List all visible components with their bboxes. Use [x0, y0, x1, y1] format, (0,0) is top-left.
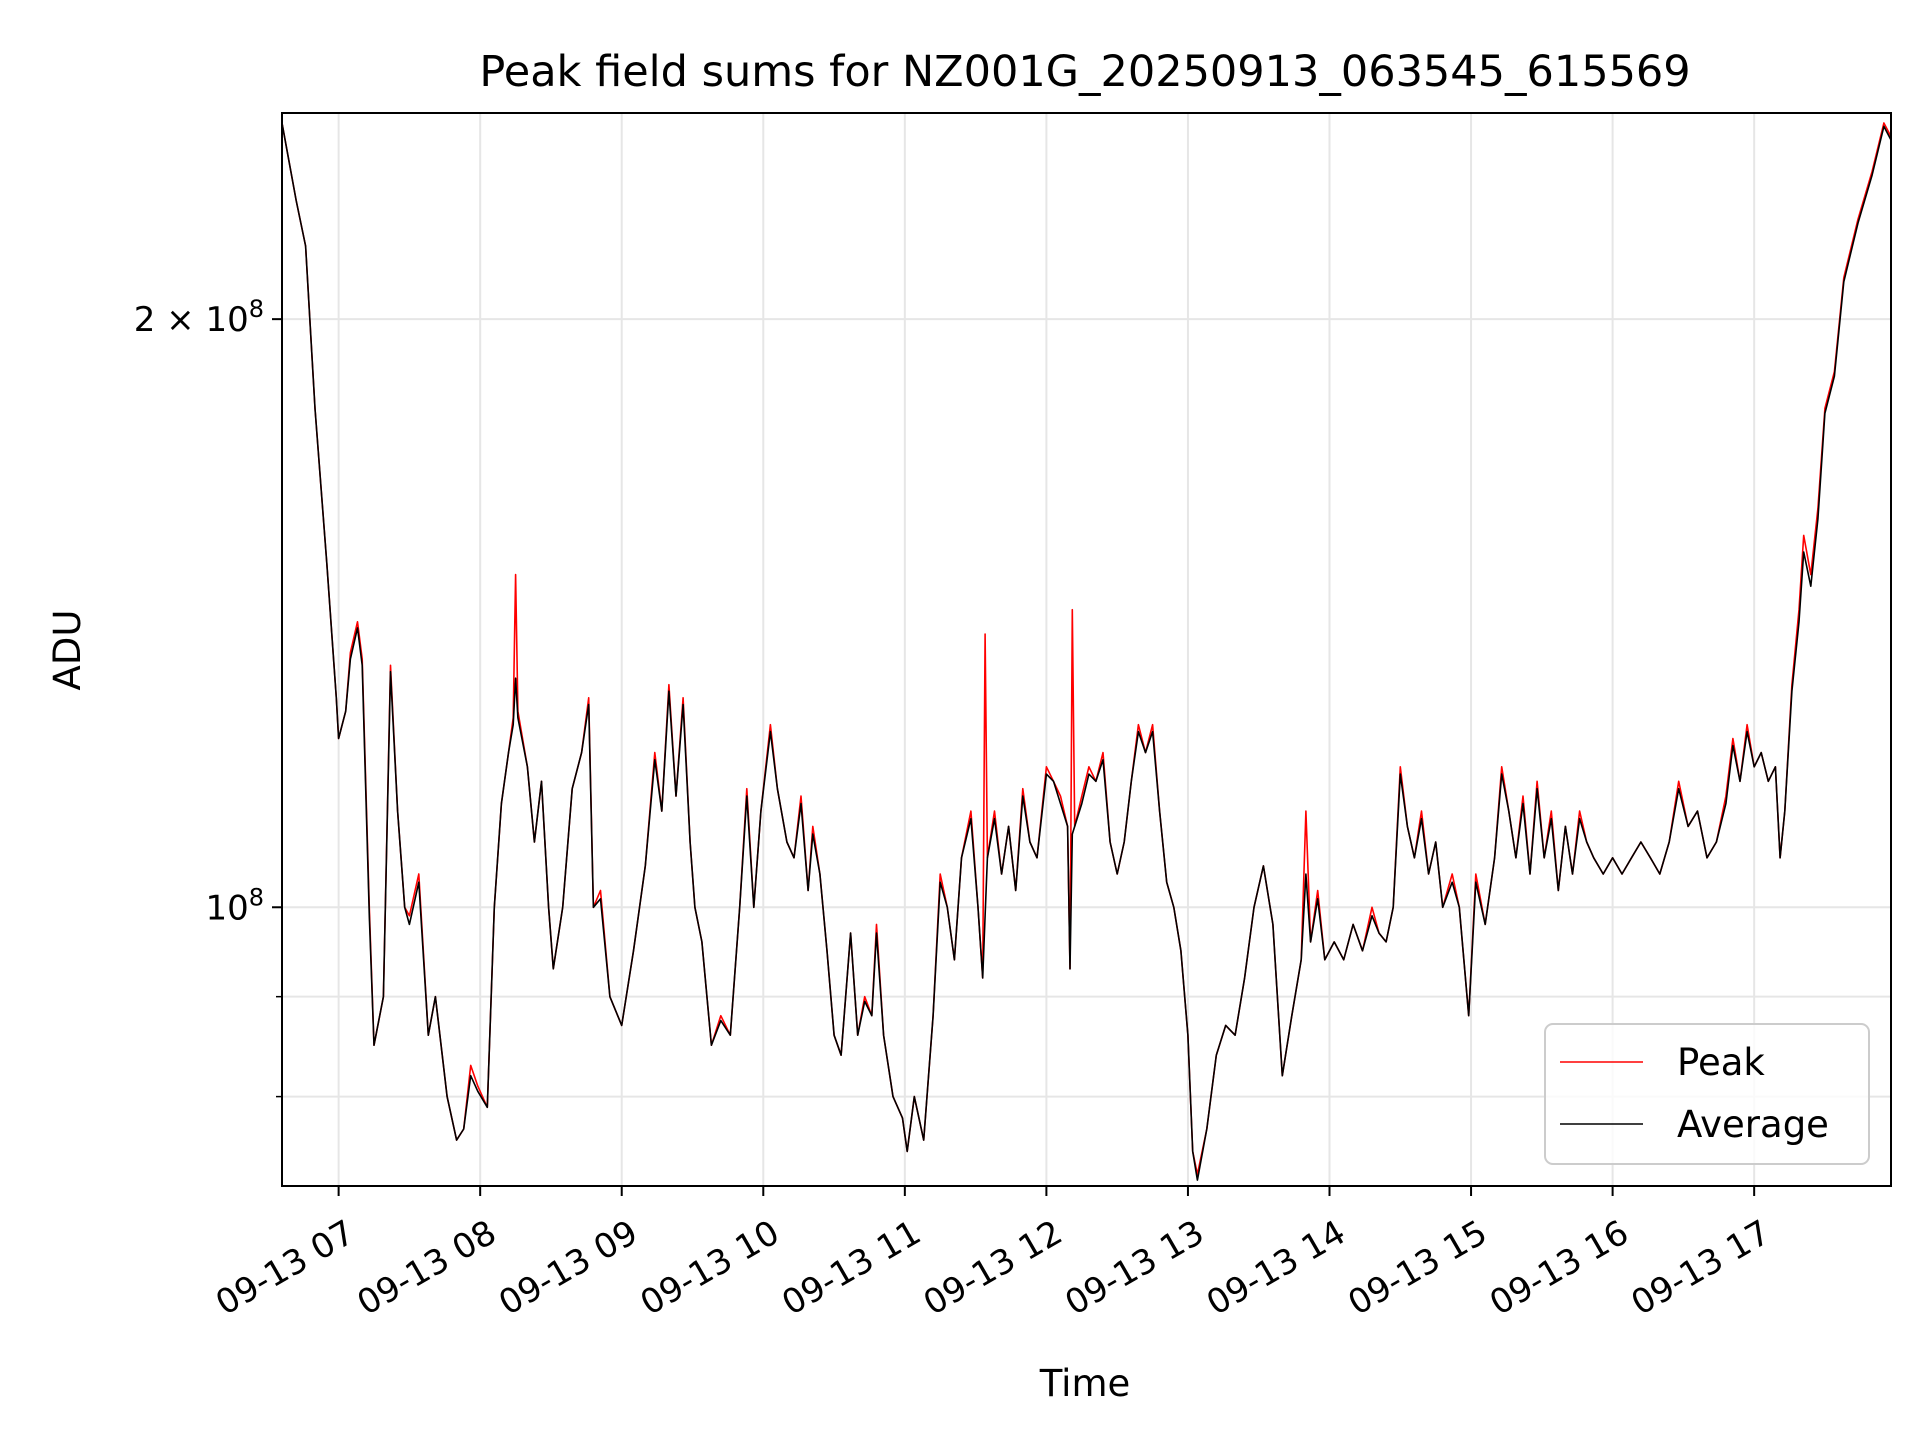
x-tick-label: 09-13 16 [1483, 1213, 1635, 1324]
x-tick-label: 09-13 07 [209, 1213, 361, 1324]
x-tick-label: 09-13 15 [1342, 1213, 1494, 1324]
x-tick-label: 09-13 13 [1058, 1213, 1210, 1324]
y-tick-label: 2 × 108 [134, 295, 264, 340]
legend-peak-label: Peak [1677, 1041, 1765, 1084]
x-tick-label: 09-13 10 [634, 1213, 786, 1324]
y-tick-label: 108 [205, 883, 264, 928]
x-tick-label: 09-13 17 [1625, 1213, 1777, 1324]
y-axis-label: ADU [46, 610, 89, 691]
x-tick-label: 09-13 11 [775, 1213, 927, 1324]
x-tick-label: 09-13 08 [351, 1213, 503, 1324]
legend-average-label: Average [1677, 1103, 1829, 1146]
series-layer [281, 122, 1892, 1181]
series-line-average [281, 122, 1892, 1181]
chart-title: Peak field sums for NZ001G_20250913_0635… [479, 47, 1690, 97]
legend: Peak Average [1544, 1023, 1870, 1165]
legend-box [1544, 1023, 1870, 1165]
series-line-peak [281, 122, 1892, 1176]
x-tick-label: 09-13 12 [917, 1213, 1069, 1324]
x-axis-label: Time [1039, 1362, 1131, 1405]
x-tick-label: 09-13 09 [492, 1213, 644, 1324]
x-tick-label: 09-13 14 [1200, 1213, 1352, 1324]
plot-frame [281, 112, 1892, 1187]
